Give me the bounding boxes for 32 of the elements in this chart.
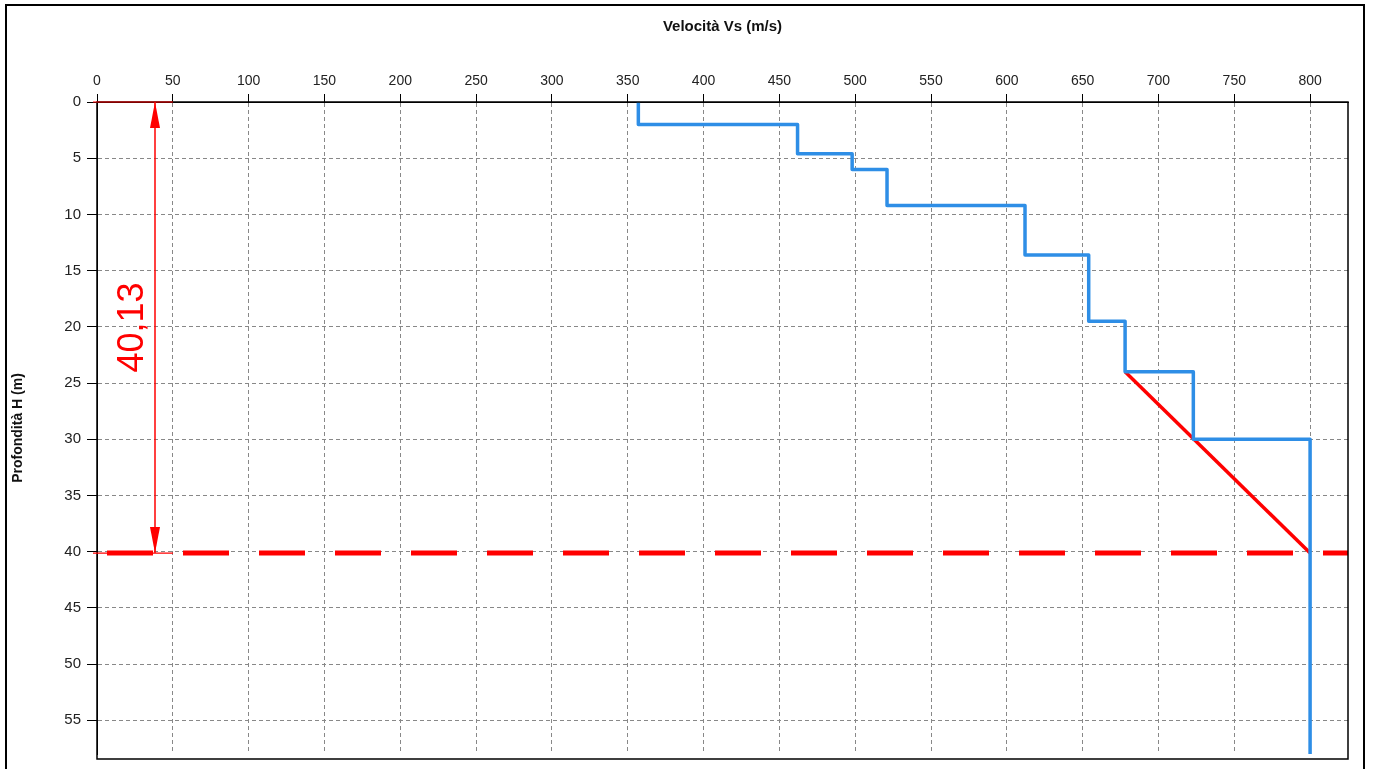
x-tick-label: 0 <box>93 72 102 89</box>
y-tick-label: 20 <box>64 316 81 334</box>
y-tick-label: 45 <box>64 598 81 615</box>
x-tick-label: 150 <box>312 72 337 89</box>
y-tick-label: 10 <box>64 204 81 222</box>
x-axis-title: Velocità Vs (m/s) <box>662 17 783 35</box>
x-tick-label: 400 <box>691 72 716 89</box>
x-tick-label: 800 <box>1298 72 1322 89</box>
y-tick-label: 35 <box>64 485 81 503</box>
x-tick-label: 500 <box>843 72 868 89</box>
y-tick-label: 50 <box>64 654 81 672</box>
y-tick-label: 30 <box>64 429 81 447</box>
y-tick-label: 25 <box>64 373 81 391</box>
x-tick-label: 250 <box>464 72 488 89</box>
x-tick-label: 300 <box>540 72 564 89</box>
x-tick-label: 200 <box>388 72 413 89</box>
x-tick-label: 600 <box>995 72 1019 89</box>
y-tick-label: 15 <box>64 260 81 278</box>
x-tick-label: 450 <box>767 72 792 89</box>
y-tick-label: 0 <box>72 92 81 110</box>
y-axis-title: Profondità H (m) <box>9 373 26 483</box>
x-tick-label: 50 <box>165 72 181 89</box>
y-tick-label: 40 <box>64 541 81 559</box>
y-tick-label: 5 <box>72 148 81 166</box>
y-tick-label: 55 <box>64 710 81 728</box>
x-tick-label: 750 <box>1222 72 1247 89</box>
x-tick-label: 550 <box>919 72 943 89</box>
x-tick-label: 350 <box>616 72 640 89</box>
x-tick-label: 100 <box>236 72 261 89</box>
ref-line-label: 40,13 <box>109 282 151 373</box>
x-tick-label: 700 <box>1146 72 1171 89</box>
x-tick-label: 650 <box>1070 72 1095 89</box>
